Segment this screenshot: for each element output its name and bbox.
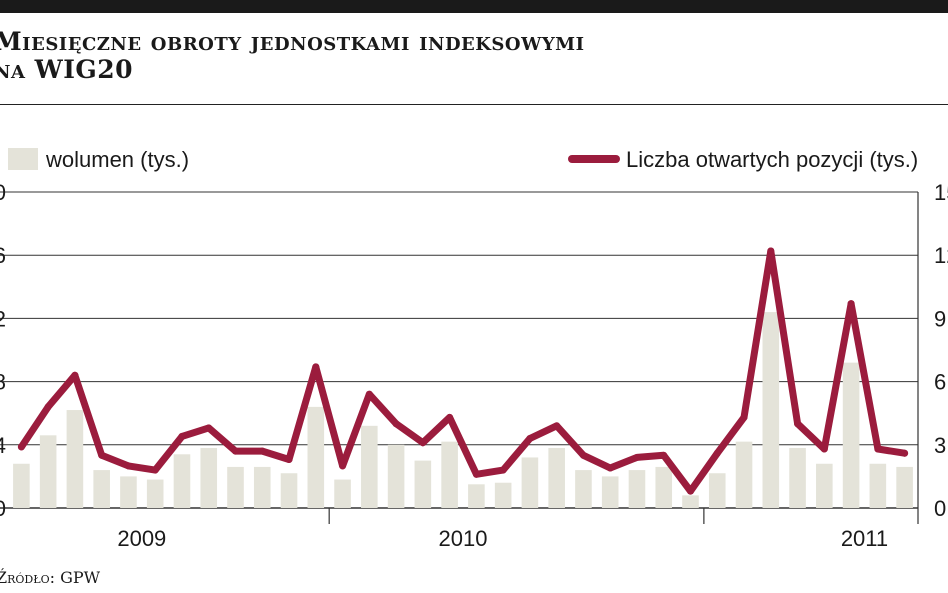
line-point [874,445,882,453]
line-point [794,420,802,428]
title-rule [0,104,948,105]
line-point [847,300,855,308]
bar [280,473,298,508]
bar [628,470,646,508]
bar [93,470,110,508]
legend-label-volume: wolumen (tys.) [45,147,189,172]
bar [66,410,84,508]
bar [414,460,432,508]
y-left-tick-label: 4 [0,433,6,458]
x-tick-label: 2010 [439,526,488,551]
line-point [472,470,480,478]
line-point [258,447,266,455]
line-point [285,456,293,464]
y-right-tick-label: 6 [934,370,946,395]
y-right-tick-label: 0 [934,496,946,521]
bar [39,435,57,508]
line-point [499,466,507,474]
y-left-tick-label: 8 [0,370,6,395]
bar [13,463,30,508]
line-point [17,443,25,451]
line-point [205,424,213,432]
chart: wolumen (tys.) Liczba otwartych pozycji … [0,147,948,551]
line-point [526,434,534,442]
line-point [446,413,454,421]
line-point [71,371,79,379]
bar [468,484,485,508]
line-point [579,451,587,459]
line-point [553,422,561,430]
bar [494,482,512,508]
y-left-tick-label: 0 [0,496,6,521]
bar [575,470,592,508]
line-point [633,453,641,461]
bar [896,466,913,508]
line-point [98,451,106,459]
legend: wolumen (tys.) Liczba otwartych pozycji … [8,147,918,172]
line-point [713,449,721,457]
bar [762,312,780,508]
bar [120,476,137,508]
line-point [740,413,748,421]
line-point [365,390,373,398]
line-point [44,403,52,411]
bar [253,466,271,508]
top-bar [0,0,948,13]
line-point [901,449,909,457]
line-point [767,247,775,255]
y-left-tick-label: 12 [0,306,6,331]
y-right-tick-label: 3 [934,433,946,458]
bar [708,473,726,508]
line-point [660,451,668,459]
bar [548,447,565,508]
line-point [339,462,347,470]
bar [816,463,833,508]
series-line-open-positions [17,247,909,495]
line-point [178,432,186,440]
y-left-tick-label: 16 [0,243,6,268]
x-tick-label: 2011 [841,526,888,551]
bar [789,447,806,508]
bar [227,466,244,508]
line-point [419,439,427,447]
bar [682,495,699,508]
bar [842,362,860,508]
bar [441,441,458,508]
bar [173,454,191,508]
line-point [151,466,159,474]
title-line-1: Miesięczne obroty jednostkami indeksowym… [0,27,585,56]
bar [521,457,539,508]
bar [307,406,325,508]
y-right-tick-label: 9 [934,306,946,331]
y-left-tick-label: 20 [0,180,6,205]
chart-title: Miesięczne obroty jednostkami indeksowym… [0,28,585,84]
bar [200,447,218,508]
bar [869,463,887,508]
source-note: Źródło: GPW [0,568,101,587]
legend-swatch-volume [8,148,38,170]
bar [387,444,405,508]
legend-label-positions: Liczba otwartych pozycji (tys.) [626,147,918,172]
bar [334,479,351,508]
line-point [124,462,132,470]
line-point [232,447,239,455]
line-point [606,464,614,472]
bar [655,466,673,508]
line-point [312,363,320,371]
line-point [392,420,400,428]
y-right-tick-label: 12 [934,243,948,268]
bar [146,479,164,508]
y-right-tick-label: 15 [934,180,948,205]
title-line-2: na WIG20 [0,55,134,84]
line-point [687,487,694,495]
bar [735,441,753,508]
line-point [820,445,828,453]
bar [601,476,619,508]
x-tick-label: 2009 [117,526,166,551]
bar [361,425,378,508]
